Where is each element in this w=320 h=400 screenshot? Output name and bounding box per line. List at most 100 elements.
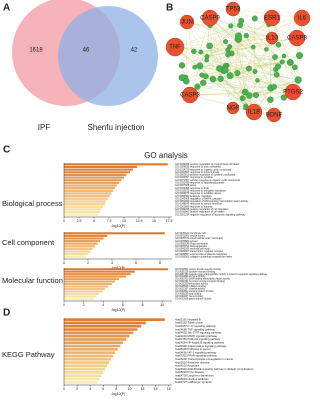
term-label: GO:0071407 cellular response to organic … [175,179,240,182]
bar [64,200,106,203]
network-node [296,52,303,59]
network-node [251,15,258,22]
bar [64,287,106,290]
network-node [209,75,217,83]
term-label: hsa04210 Apoptosis [175,364,200,368]
x-tick-label: 4 [111,261,113,265]
x-tick-label: 8 [142,303,144,307]
network-node [292,64,298,71]
term-label: hsa04668 TNF signaling pathway [175,327,215,331]
hub-label: ESR1 [264,16,280,22]
bar [64,292,100,295]
hub-node [284,83,302,101]
x-tick-label: 10 [160,303,164,307]
term-label: hsa05010 Alzheimer disease [175,360,210,364]
network-node [271,84,277,90]
term-label: GO:0048545 response to steroid hormone [175,203,222,206]
hub-label: PTGS2 [283,90,303,96]
term-label: hsa04064 NF-kappa B signaling pathway [175,340,225,344]
network-node [192,64,197,70]
x-tick-label: 6 [122,303,124,307]
network-node [200,79,207,87]
x-tick-label: 15 [152,219,156,223]
network-node [267,96,274,103]
network-edge [186,21,239,40]
network-edge [200,51,255,113]
x-tick-label: 16 [167,387,171,391]
bar [64,253,88,256]
term-label: GO:0005667 transcription regulator compl… [175,250,224,253]
network-edge [209,45,257,96]
network-node [239,95,246,102]
bar [64,179,122,182]
bar [64,173,127,176]
network-node [206,42,213,50]
term-label: GO:0003700 DNA-binding transcription fac… [175,278,231,281]
x-tick-label: 5 [93,219,95,223]
network-node [255,78,260,83]
network-edge [232,8,246,93]
x-tick-label: 2 [83,303,85,307]
network-node [294,76,302,84]
bar [64,285,109,288]
network-edge [201,61,283,76]
network-edge [231,53,272,89]
network-node [245,65,252,72]
bar [64,364,108,368]
network-edge [278,44,294,93]
network-node [221,66,229,74]
network-edge [200,37,298,53]
x-axis-label: -log10(P) [111,308,125,312]
term-label: GO:0015267 channel activity [175,288,206,291]
hub-node [245,103,263,121]
bar [64,195,110,198]
term-label: GO:0010035 response to inorganic substan… [175,189,227,192]
bar [64,297,94,300]
network: CASP9 TP53 JUN ESR1 IL6 IL10 CASP8 TNF PTGS2 CASP… [165,1,311,123]
network-edge [209,17,292,63]
network-edge [203,17,211,83]
section-label: KEGG Pathway [2,350,55,359]
term-label: hsa03320 PPAR signaling pathway [175,354,217,358]
x-tick-label: 6 [102,387,104,391]
hub-label: JUN [181,20,193,26]
hub-label: CASP3 [180,93,200,99]
term-label: GO:0022836 gated channel activity [175,297,212,300]
bar [64,197,108,200]
x-tick-label: 10 [122,219,126,223]
x-tick-label: 4 [89,387,91,391]
bar [64,232,165,235]
term-label: GO:0043068 positive regulation of progra… [175,163,240,166]
term-label: GO:0009897 external side of plasma membr… [175,253,228,256]
bar [64,371,104,374]
venn-label: IPF [38,123,51,132]
venn-label: Shenfu injection [88,123,145,132]
bar [64,189,114,192]
term-label: hsa04066 HIF-1 signaling pathway [175,350,217,354]
venn-set [58,6,158,106]
x-tick-label: 7.5 [107,219,112,223]
venn-count: 1618 [29,48,43,54]
x-tick-label: 8 [115,387,117,391]
network-node [223,39,228,45]
term-label: GO:0005126 cytokine receptor binding [175,270,216,273]
term-label: GO:0020037 heme binding [175,296,204,298]
x-tick-label: 8 [159,261,161,265]
bar [64,367,106,371]
network-node [279,59,285,65]
network-edge [209,17,273,39]
term-label: GO:0005829 cytosol [175,240,198,243]
network-node [178,62,186,69]
bar [64,240,100,243]
network-edge [209,17,234,109]
term-label: GO:0006979 response to oxidative stress [175,192,222,195]
network-edge [206,41,226,61]
bar [64,234,108,237]
hub-label: CASP8 [287,36,307,42]
network-edge [297,17,303,81]
bar [64,295,97,298]
bar [64,213,99,216]
network-node [238,17,245,24]
bar [64,351,116,354]
term-label: hsa04151 PI3K-Akt signaling pathway [175,337,221,341]
